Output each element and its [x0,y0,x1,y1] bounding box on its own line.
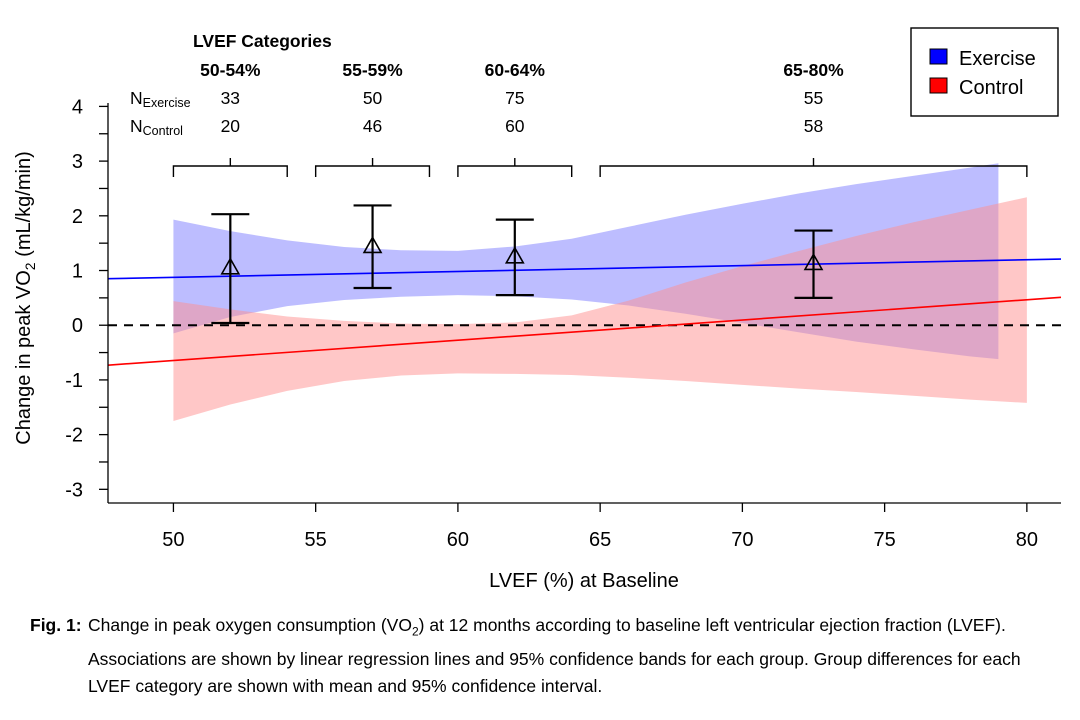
y-tick-label: 4 [72,96,83,118]
error-bar-55-59% [353,204,392,290]
legend-swatch-control [929,77,948,94]
n-control-value: 60 [505,116,525,136]
x-tick-label: 80 [1016,529,1038,551]
y-tick-label: 1 [72,261,83,283]
caption-text: Change in peak oxygen consumption (VO2) … [88,615,1021,696]
y-tick-label: -1 [65,370,83,392]
n-exercise-value: 50 [363,88,383,108]
category-bracket [172,165,288,177]
regression-line-control [107,296,1062,366]
legend: Exercise Control [910,27,1059,117]
legend-box [910,27,1059,117]
category-label: 50-54% [200,60,261,80]
y-tick-label: -3 [65,479,83,501]
n-exercise-value: 55 [804,88,823,108]
figure-caption: Fig. 1: Change in peak oxygen consumptio… [30,612,1060,700]
n-control-value: 20 [221,116,241,136]
caption-label: Fig. 1: [30,615,82,635]
error-bar-60-64% [495,218,534,297]
category-label: 55-59% [342,60,403,80]
error-bar-65-80% [794,229,833,299]
x-tick-label: 65 [589,529,611,551]
legend-label-control: Control [959,77,1023,99]
x-tick-label: 60 [447,529,469,551]
n-exercise-value: 75 [505,88,524,108]
axes: 50 55 60 65 70 75 80 -3 -2 -1 0 1 2 3 4 [65,96,1061,551]
n-control-label: NControl [130,116,183,138]
x-tick-label: 50 [162,529,184,551]
group-difference-markers [211,204,833,325]
category-bracket [314,165,431,177]
regression-lines [107,258,1062,366]
x-axis-label: LVEF (%) at Baseline [489,570,679,592]
x-tick-label: 55 [305,529,327,551]
y-tick-label: -2 [65,425,83,447]
category-bracket [457,165,573,177]
x-tick-label: 70 [731,529,753,551]
category-label: 65-80% [783,60,844,80]
x-tick-label: 75 [873,529,895,551]
lvef-categories-header: LVEF Categories NExercise NControl 50-54% 33… [130,31,1028,177]
n-control-value: 46 [363,116,382,136]
mean-triangle-marker [504,246,525,264]
y-axis-label: Change in peak VO2 (mL/kg/min) [13,151,38,444]
legend-label-exercise: Exercise [959,48,1036,70]
mean-triangle-marker [803,252,824,271]
y-tick-label: 3 [72,151,83,173]
y-tick-label: 2 [72,206,83,228]
n-exercise-label: NExercise [130,88,191,110]
n-exercise-value: 33 [221,88,240,108]
confidence-bands [173,163,1027,421]
category-label: 60-64% [485,60,546,80]
error-bar-50-54% [211,213,250,325]
regression-line-exercise [107,258,1062,280]
legend-swatch-exercise [929,48,948,65]
chart: 50 55 60 65 70 75 80 -3 -2 -1 0 1 2 3 4 LVEF Categorie… [13,27,1062,592]
categories-title: LVEF Categories [193,31,332,51]
mean-triangle-marker [362,235,383,254]
y-tick-label: 0 [72,315,83,337]
mean-triangle-marker [220,257,241,275]
n-control-value: 58 [804,116,823,136]
